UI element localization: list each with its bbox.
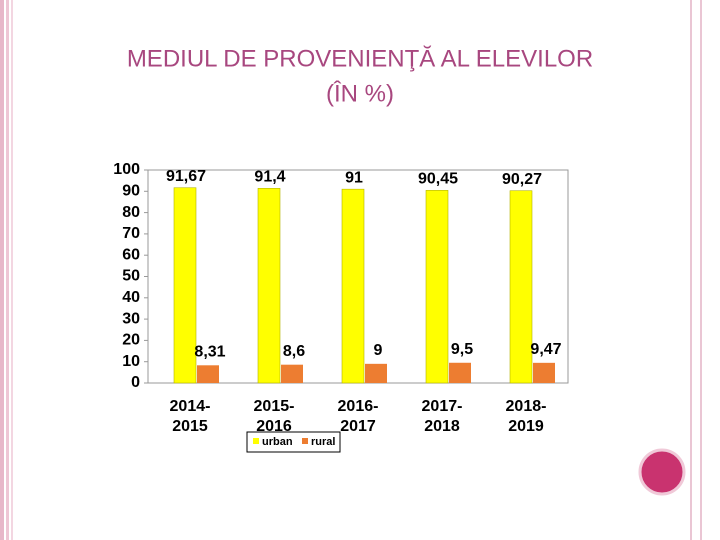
bar <box>365 363 387 383</box>
y-tick-label: 90 <box>122 183 140 200</box>
bar <box>257 188 281 384</box>
border-stripe <box>6 0 9 540</box>
bar <box>341 188 365 384</box>
x-tick-label: 2017-2018 <box>421 398 463 435</box>
y-tick-label: 40 <box>122 289 140 306</box>
bar <box>449 362 471 383</box>
y-tick-label: 100 <box>113 161 140 178</box>
value-label: 91 <box>345 169 363 186</box>
y-tick-label: 30 <box>122 310 140 327</box>
bar <box>425 190 449 384</box>
legend-swatch <box>302 438 308 444</box>
bar <box>173 187 197 384</box>
y-tick-label: 0 <box>131 374 140 391</box>
border-stripe <box>0 0 4 540</box>
value-label: 90,45 <box>418 171 458 188</box>
legend-swatch <box>253 438 259 444</box>
y-tick-label: 60 <box>122 246 140 263</box>
y-tick-label: 70 <box>122 225 140 242</box>
bar <box>533 362 555 383</box>
y-tick-label: 10 <box>122 353 140 370</box>
legend-label: rural <box>311 436 335 448</box>
decor-circle <box>638 448 686 496</box>
bar <box>509 190 533 384</box>
value-label: 91,4 <box>254 169 285 186</box>
value-label: 9,47 <box>530 341 561 358</box>
value-label: 9 <box>374 342 383 359</box>
y-tick-label: 80 <box>122 204 140 221</box>
y-tick-label: 20 <box>122 332 140 349</box>
chart-title: MEDIUL DE PROVENIENŢĂ AL ELEVILOR <box>127 45 593 72</box>
legend-box <box>246 431 341 453</box>
legend-label: urban <box>262 436 293 448</box>
x-tick-label: 2018-2019 <box>505 398 547 435</box>
bar <box>197 365 219 383</box>
x-tick-label: 2014-2015 <box>169 398 211 435</box>
value-label: 9,5 <box>451 341 473 358</box>
x-tick-label: 2016-2017 <box>337 398 379 435</box>
x-tick-label: 2015-2016 <box>253 398 295 435</box>
chart-subtitle: (ÎN %) <box>326 80 394 107</box>
value-label: 8,31 <box>194 344 225 361</box>
bar <box>281 364 303 383</box>
value-label: 8,6 <box>283 343 305 360</box>
y-tick-label: 50 <box>122 268 140 285</box>
value-label: 91,67 <box>166 168 206 185</box>
value-label: 90,27 <box>502 171 542 188</box>
border-stripe <box>11 0 13 540</box>
